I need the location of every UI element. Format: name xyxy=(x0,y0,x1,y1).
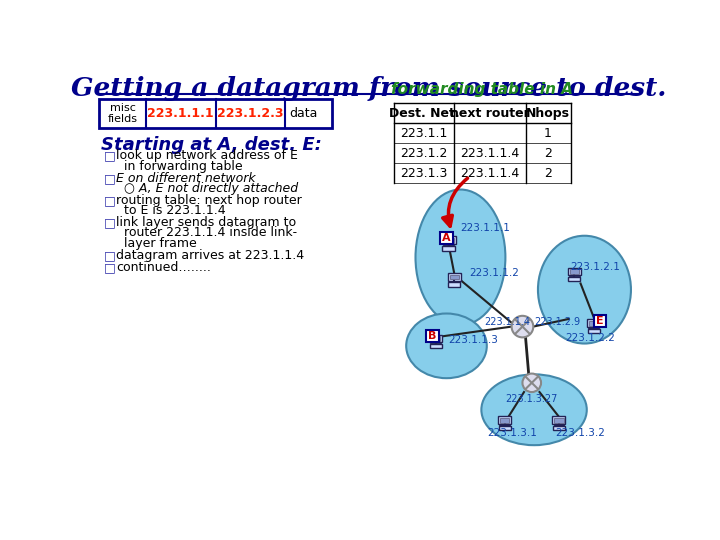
Text: 223.1.3.2: 223.1.3.2 xyxy=(555,428,605,438)
Text: Getting a datagram from source to dest.: Getting a datagram from source to dest. xyxy=(71,76,667,102)
Text: continued….....: continued…..... xyxy=(117,261,211,274)
Text: 223.1.1.4: 223.1.1.4 xyxy=(460,147,520,160)
Circle shape xyxy=(512,316,534,338)
Text: E on different network: E on different network xyxy=(117,172,256,185)
Text: B: B xyxy=(428,331,437,341)
Text: Dest. Net.: Dest. Net. xyxy=(389,107,459,120)
FancyBboxPatch shape xyxy=(568,268,581,275)
FancyBboxPatch shape xyxy=(442,246,455,251)
Text: link layer sends datagram to: link layer sends datagram to xyxy=(117,217,297,230)
Text: forwarding table in A: forwarding table in A xyxy=(391,82,573,97)
Text: □: □ xyxy=(104,172,116,185)
Ellipse shape xyxy=(482,374,587,445)
Text: Starting at A, dest. E:: Starting at A, dest. E: xyxy=(101,136,322,154)
FancyBboxPatch shape xyxy=(442,236,456,245)
Text: misc
fields: misc fields xyxy=(107,103,138,124)
Ellipse shape xyxy=(538,236,631,343)
FancyBboxPatch shape xyxy=(588,328,600,333)
FancyBboxPatch shape xyxy=(499,426,510,430)
Text: E: E xyxy=(596,316,604,326)
FancyBboxPatch shape xyxy=(500,418,509,423)
FancyBboxPatch shape xyxy=(498,416,511,424)
Text: 223.1.2.9: 223.1.2.9 xyxy=(534,316,580,327)
Text: 223.1.3: 223.1.3 xyxy=(400,167,448,180)
FancyBboxPatch shape xyxy=(449,282,460,287)
Text: □: □ xyxy=(104,150,116,163)
FancyBboxPatch shape xyxy=(594,315,606,327)
Text: routing table: next hop router: routing table: next hop router xyxy=(117,194,302,207)
Text: □: □ xyxy=(104,249,116,262)
Text: look up network address of E: look up network address of E xyxy=(117,150,298,163)
FancyBboxPatch shape xyxy=(448,273,461,281)
Text: Nhops: Nhops xyxy=(526,107,570,120)
Text: 223.1.1.4: 223.1.1.4 xyxy=(484,316,530,327)
Text: router 223.1.1.4 inside link-: router 223.1.1.4 inside link- xyxy=(124,226,297,240)
FancyBboxPatch shape xyxy=(99,99,332,128)
FancyBboxPatch shape xyxy=(588,319,600,327)
Text: 1: 1 xyxy=(544,127,552,140)
Text: 223.1.2.1: 223.1.2.1 xyxy=(570,261,621,272)
Text: 223.1.3.27: 223.1.3.27 xyxy=(505,394,558,404)
Text: 223.1.3.1: 223.1.3.1 xyxy=(487,428,537,438)
Text: ○ A, E not directly attached: ○ A, E not directly attached xyxy=(124,182,298,195)
Text: to E is 223.1.1.4: to E is 223.1.1.4 xyxy=(124,204,226,217)
Text: 223.1.1.2: 223.1.1.2 xyxy=(469,268,520,278)
Text: layer frame: layer frame xyxy=(124,237,197,249)
Text: datagram arrives at 223.1.1.4: datagram arrives at 223.1.1.4 xyxy=(117,249,305,262)
Text: 223.1.2.3: 223.1.2.3 xyxy=(217,107,284,120)
Text: 223.1.1: 223.1.1 xyxy=(400,127,448,140)
FancyArrowPatch shape xyxy=(443,178,467,226)
Text: □: □ xyxy=(104,217,116,230)
FancyBboxPatch shape xyxy=(426,330,438,342)
Text: in forwarding table: in forwarding table xyxy=(124,159,243,172)
FancyBboxPatch shape xyxy=(449,275,459,279)
FancyBboxPatch shape xyxy=(444,238,454,243)
Text: 223.1.2: 223.1.2 xyxy=(400,147,448,160)
Text: 223.1.1.4: 223.1.1.4 xyxy=(460,167,520,180)
FancyBboxPatch shape xyxy=(553,426,565,430)
FancyBboxPatch shape xyxy=(568,277,580,281)
Text: □: □ xyxy=(104,194,116,207)
Text: □: □ xyxy=(104,261,116,274)
Ellipse shape xyxy=(406,314,487,378)
Text: 223.1.1.1: 223.1.1.1 xyxy=(461,223,510,233)
Text: 223.1.1.3: 223.1.1.3 xyxy=(448,335,498,345)
FancyBboxPatch shape xyxy=(552,416,565,424)
Text: 2: 2 xyxy=(544,147,552,160)
Text: data: data xyxy=(289,107,318,120)
FancyBboxPatch shape xyxy=(554,418,564,423)
Text: next router: next router xyxy=(450,107,530,120)
FancyBboxPatch shape xyxy=(430,344,441,348)
Circle shape xyxy=(523,374,541,392)
Text: 223.1.2.2: 223.1.2.2 xyxy=(565,333,615,343)
Text: 2: 2 xyxy=(544,167,552,180)
Text: A: A xyxy=(442,233,451,243)
FancyBboxPatch shape xyxy=(589,321,598,326)
FancyBboxPatch shape xyxy=(441,232,453,244)
Ellipse shape xyxy=(415,190,505,325)
FancyBboxPatch shape xyxy=(570,269,579,274)
FancyBboxPatch shape xyxy=(431,336,441,341)
Text: 223.1.1.1: 223.1.1.1 xyxy=(148,107,214,120)
FancyBboxPatch shape xyxy=(429,335,442,342)
